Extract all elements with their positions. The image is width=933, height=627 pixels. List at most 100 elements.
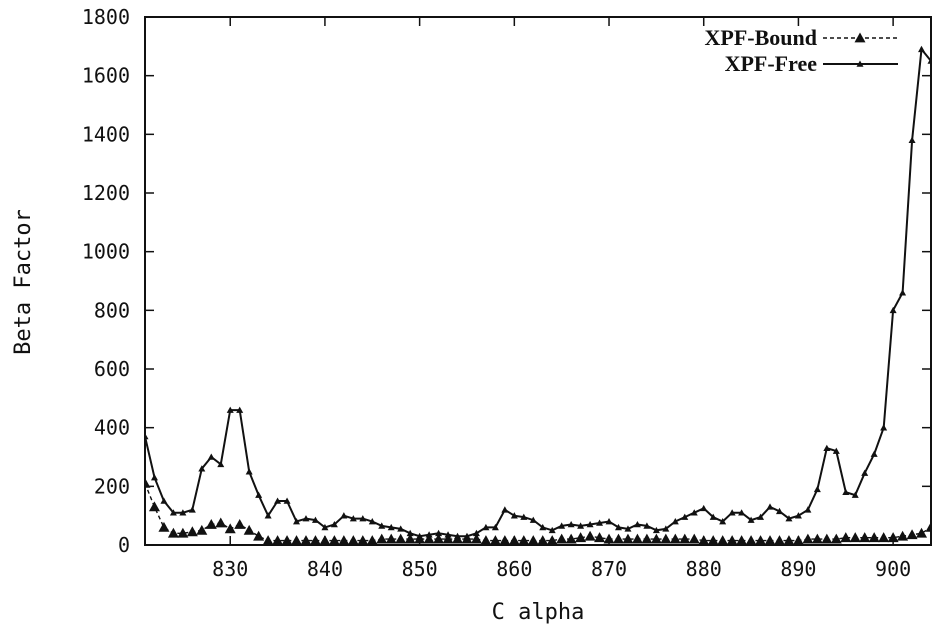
data-point-xpf-bound — [916, 527, 928, 538]
data-point-xpf-bound — [906, 529, 918, 540]
data-point-xpf-free — [851, 491, 859, 498]
data-point-xpf-free — [832, 447, 840, 454]
data-point-xpf-free — [425, 531, 433, 538]
data-point-xpf-free — [861, 469, 869, 476]
data-point-xpf-bound — [783, 535, 795, 545]
data-point-xpf-free — [586, 520, 594, 528]
data-point-xpf-bound — [878, 532, 890, 543]
data-point-xpf-bound — [205, 518, 217, 529]
data-point-xpf-bound — [698, 535, 710, 545]
data-point-xpf-free — [633, 520, 641, 528]
data-point-xpf-bound — [404, 533, 416, 544]
y-tick-label: 0 — [118, 533, 130, 557]
data-point-xpf-free — [643, 522, 651, 529]
x-tick-label: 870 — [591, 557, 627, 581]
data-point-xpf-free — [775, 507, 783, 515]
data-point-xpf-bound — [499, 535, 511, 545]
data-point-xpf-bound — [688, 533, 700, 544]
data-point-xpf-bound — [773, 535, 785, 545]
data-point-xpf-free — [662, 525, 670, 532]
data-point-xpf-bound — [556, 533, 568, 544]
data-point-xpf-free — [321, 523, 329, 531]
data-point-xpf-free — [226, 406, 234, 413]
data-point-xpf-bound — [357, 535, 369, 545]
data-point-xpf-bound — [300, 535, 312, 545]
data-point-xpf-bound — [755, 535, 767, 545]
data-point-xpf-bound — [442, 533, 454, 544]
series-line-xpf-bound — [145, 483, 931, 542]
data-point-xpf-free — [681, 513, 689, 520]
data-point-xpf-free — [472, 529, 480, 537]
data-point-xpf-free — [454, 532, 462, 539]
data-point-xpf-free — [880, 424, 888, 431]
data-point-xpf-bound — [792, 535, 804, 545]
data-point-xpf-bound — [215, 517, 227, 528]
y-tick-label: 200 — [94, 474, 130, 498]
data-point-xpf-bound — [347, 535, 359, 545]
data-point-xpf-free — [236, 406, 244, 413]
data-point-xpf-free — [274, 497, 282, 504]
data-point-xpf-free — [501, 506, 509, 513]
data-point-xpf-bound — [527, 535, 539, 545]
data-point-xpf-bound — [470, 533, 482, 544]
data-point-xpf-bound — [309, 535, 321, 545]
data-point-xpf-bound — [717, 535, 729, 545]
data-point-xpf-bound — [508, 535, 520, 545]
x-tick-label: 880 — [686, 557, 722, 581]
data-point-xpf-bound — [707, 535, 719, 545]
data-point-xpf-bound — [177, 527, 189, 538]
data-point-xpf-bound — [253, 530, 265, 541]
data-point-xpf-bound — [594, 532, 606, 543]
data-point-xpf-bound — [849, 532, 861, 543]
data-point-xpf-free — [728, 509, 736, 516]
data-point-xpf-bound — [196, 524, 208, 535]
data-point-xpf-free — [605, 518, 613, 525]
data-point-xpf-bound — [328, 535, 340, 545]
data-point-xpf-free — [160, 497, 168, 504]
data-point-xpf-free — [757, 513, 765, 520]
data-point-xpf-bound — [603, 533, 615, 544]
data-point-xpf-free — [766, 503, 774, 510]
series-layer — [145, 45, 931, 545]
y-tick-label: 400 — [94, 416, 130, 440]
data-point-xpf-bound — [584, 530, 596, 541]
data-point-xpf-bound — [802, 533, 814, 544]
legend-label-xpf-bound: XPF-Bound — [705, 25, 817, 50]
data-point-xpf-free — [397, 525, 405, 532]
data-point-xpf-bound — [518, 535, 530, 545]
data-point-xpf-bound — [234, 518, 246, 529]
data-point-xpf-free — [378, 522, 386, 529]
legend-marker-xpf-free — [856, 60, 864, 67]
y-tick-label: 1400 — [82, 122, 130, 146]
data-point-xpf-bound — [262, 535, 274, 545]
data-point-xpf-free — [889, 306, 897, 314]
data-point-xpf-free — [908, 136, 916, 143]
data-point-xpf-bound — [925, 521, 931, 532]
data-point-xpf-free — [463, 532, 471, 539]
data-point-xpf-free — [406, 529, 414, 537]
x-tick-label: 840 — [307, 557, 343, 581]
data-point-xpf-bound — [395, 533, 407, 544]
data-point-xpf-free — [652, 526, 660, 534]
data-point-xpf-bound — [830, 533, 842, 544]
data-point-xpf-free — [245, 468, 253, 475]
data-point-xpf-free — [482, 523, 490, 531]
data-point-xpf-free — [813, 485, 821, 493]
data-point-xpf-free — [444, 531, 452, 538]
data-point-xpf-free — [709, 513, 717, 520]
data-point-xpf-bound — [736, 535, 748, 545]
data-point-xpf-free — [785, 515, 793, 522]
data-point-xpf-bound — [423, 533, 435, 544]
legend-marker-xpf-bound — [854, 32, 866, 43]
y-tick-label: 1800 — [82, 5, 130, 29]
data-point-xpf-free — [738, 509, 746, 516]
data-point-xpf-free — [340, 512, 348, 519]
data-point-xpf-bound — [631, 533, 643, 544]
x-tick-label: 850 — [402, 557, 438, 581]
data-point-xpf-bound — [291, 535, 303, 545]
data-point-xpf-bound — [338, 535, 350, 545]
y-axis-label: Beta Factor — [11, 209, 36, 355]
data-point-xpf-free — [293, 518, 301, 525]
